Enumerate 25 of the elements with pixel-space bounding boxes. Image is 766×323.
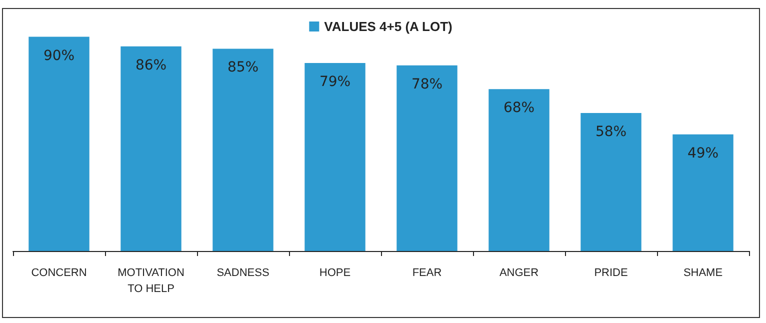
- bar: [396, 65, 458, 251]
- x-tick-label: HOPE: [319, 267, 351, 279]
- data-label: 58%: [595, 124, 627, 140]
- bar: [672, 134, 734, 251]
- bar: [488, 89, 550, 251]
- data-label: 79%: [319, 74, 351, 90]
- data-label: 68%: [503, 100, 535, 116]
- bar: [120, 46, 182, 251]
- data-label: 85%: [227, 60, 259, 76]
- bar: [304, 62, 366, 251]
- x-tick-label: SADNESS: [216, 267, 270, 279]
- data-label: 49%: [687, 145, 719, 162]
- bar: [580, 112, 642, 251]
- legend-label: VALUES 4+5 (A LOT): [324, 19, 452, 34]
- data-label: 90%: [43, 48, 75, 64]
- x-tick-label: MOTIVATION TO HELP: [118, 267, 184, 295]
- x-tick-label: PRIDE: [594, 267, 628, 279]
- bar: [212, 48, 274, 251]
- x-tick-label: FEAR: [412, 267, 442, 279]
- x-tick-label: ANGER: [499, 267, 539, 279]
- data-label: 86%: [135, 57, 167, 74]
- data-label: 78%: [411, 76, 443, 92]
- x-tick-label: CONCERN: [31, 267, 87, 279]
- bar: [28, 36, 90, 251]
- x-tick-label: SHAME: [683, 267, 723, 279]
